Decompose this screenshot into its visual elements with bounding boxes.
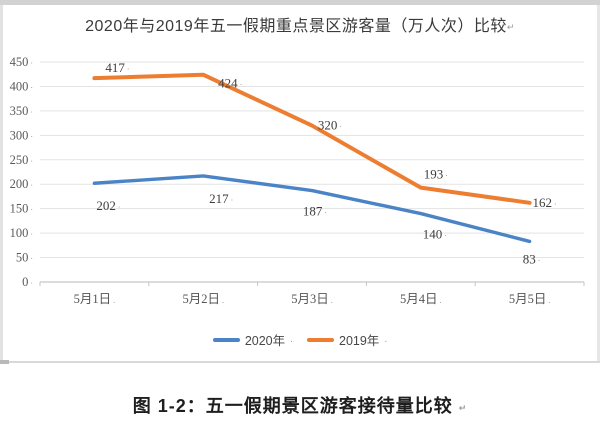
figure-caption-text: 图 1-2：五一假期景区游客接待量比较 bbox=[132, 396, 453, 416]
format-mark: · bbox=[30, 83, 33, 92]
series-line-2020 bbox=[92, 174, 532, 244]
data-label-2020: 202 · bbox=[96, 198, 120, 213]
legend-item-2020: 2020年. bbox=[212, 330, 293, 349]
format-mark: · bbox=[444, 232, 447, 241]
series-line-2019 bbox=[92, 72, 532, 205]
format-mark: · bbox=[324, 209, 327, 218]
data-label-2019: 320 · bbox=[318, 118, 342, 133]
paragraph-mark: ↵ bbox=[506, 23, 515, 33]
legend-label-2020: 2020年 bbox=[244, 334, 286, 348]
x-axis-label: 5月5日. bbox=[509, 292, 551, 306]
y-axis-tick-label: 450 · bbox=[10, 55, 33, 69]
data-label-2020: 83 · bbox=[523, 251, 541, 266]
chart-legend: 2020年. 2019年. bbox=[0, 330, 600, 349]
data-label-2020: 217 · bbox=[209, 191, 233, 206]
format-mark: . bbox=[222, 296, 224, 305]
page-edge-right bbox=[597, 5, 600, 362]
chart-title-text: 2020年与2019年五一假期重点景区游客量（万人次）比较 bbox=[85, 18, 507, 35]
y-axis-tick-label: 100 · bbox=[10, 226, 33, 240]
format-mark: . bbox=[331, 296, 333, 305]
format-mark: · bbox=[30, 181, 33, 190]
y-axis-tick-label: 0 · bbox=[22, 275, 33, 289]
format-mark: · bbox=[30, 59, 33, 68]
format-mark: · bbox=[30, 132, 33, 141]
x-axis-label: 5月4日. bbox=[400, 292, 442, 306]
paragraph-mark: . bbox=[384, 334, 388, 345]
format-mark: · bbox=[30, 108, 33, 117]
format-mark: · bbox=[231, 196, 234, 205]
format-mark: · bbox=[127, 65, 130, 74]
data-label-2020: 187 · bbox=[303, 204, 327, 219]
data-label-2019: 193 · bbox=[424, 167, 448, 182]
format-mark: · bbox=[554, 200, 557, 209]
format-mark: · bbox=[538, 256, 541, 265]
format-mark: . bbox=[113, 296, 115, 305]
format-mark: . bbox=[440, 296, 442, 305]
paragraph-mark: . bbox=[290, 334, 293, 345]
x-axis-label: 5月2日. bbox=[182, 292, 224, 306]
y-axis-tick-label: 250 · bbox=[10, 153, 33, 167]
legend-label-2019: 2019年 bbox=[339, 334, 380, 348]
rule-left-cap bbox=[0, 360, 9, 364]
chart-bottom-rule bbox=[0, 360, 600, 364]
format-mark: · bbox=[118, 203, 121, 212]
figure-caption: 图 1-2：五一假期景区游客接待量比较 ↵ bbox=[0, 392, 600, 418]
legend-item-2019: 2019年. bbox=[307, 330, 387, 349]
format-mark: · bbox=[30, 206, 33, 215]
paragraph-mark: ↵ bbox=[458, 404, 468, 414]
y-axis-tick-label: 300 · bbox=[10, 128, 33, 142]
y-axis-tick-label: 400 · bbox=[10, 79, 33, 93]
x-axis-label: 5月3日. bbox=[291, 292, 333, 306]
x-axis-label: 5月1日. bbox=[74, 292, 116, 306]
format-mark: · bbox=[30, 230, 33, 239]
legend-swatch-2020 bbox=[212, 337, 240, 342]
data-label-2019: 417 · bbox=[105, 60, 129, 75]
format-mark: · bbox=[339, 123, 342, 132]
line-chart-plot: 0· 50· 100· 150· 200· 250· 300· 350· 400· 450· 5月1… bbox=[10, 55, 585, 306]
legend-swatch-2019 bbox=[307, 337, 334, 342]
data-label-2020: 140 · bbox=[423, 227, 447, 242]
format-mark: · bbox=[445, 172, 448, 181]
y-axis-tick-label: 200 · bbox=[10, 177, 33, 191]
page-edge-top bbox=[0, 0, 600, 5]
format-mark: . bbox=[548, 296, 550, 305]
y-axis-tick-label: 150 · bbox=[10, 202, 33, 216]
page-edge-left bbox=[0, 5, 3, 362]
y-axis-tick-label: 350 · bbox=[10, 104, 33, 118]
chart-title: 2020年与2019年五一假期重点景区游客量（万人次）比较↵ bbox=[0, 12, 600, 36]
y-axis-tick-label: 50 · bbox=[16, 251, 33, 265]
format-mark: · bbox=[30, 279, 33, 288]
format-mark: · bbox=[30, 255, 33, 264]
format-mark: · bbox=[240, 81, 243, 90]
data-label-2019: 424 · bbox=[218, 76, 242, 91]
format-mark: · bbox=[30, 157, 33, 166]
data-label-2019: 162 · bbox=[533, 195, 557, 210]
